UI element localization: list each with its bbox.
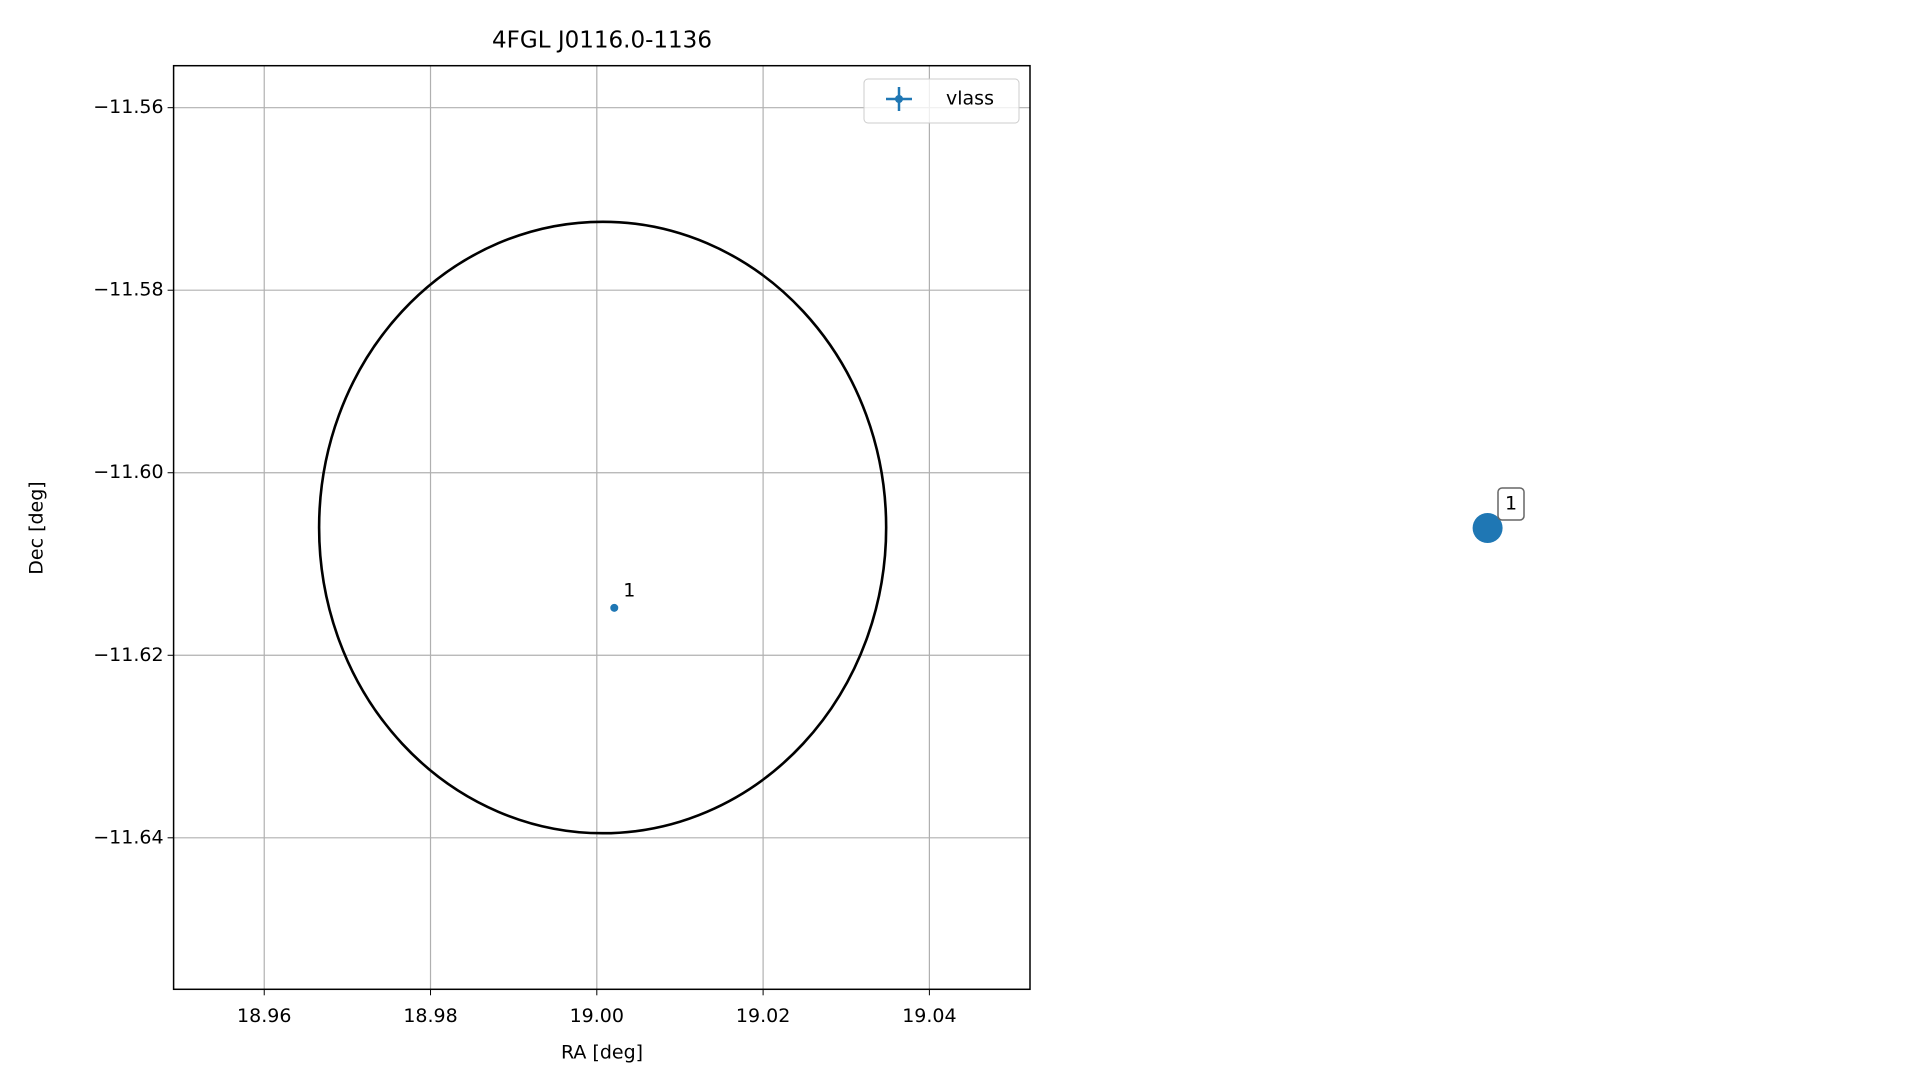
point-label: 1	[623, 579, 635, 601]
y-tick-label: −11.56	[93, 96, 163, 118]
plot-area: 1	[173, 65, 1030, 990]
y-tick-label: −11.62	[93, 644, 163, 666]
legend-marker	[895, 95, 903, 103]
axes-frame	[172, 64, 1031, 991]
x-tick-label: 18.98	[403, 1005, 457, 1027]
legend-box	[863, 78, 1020, 124]
chart-title: 4FGL J0116.0-1136	[492, 28, 712, 54]
legend: vlass	[863, 78, 1020, 124]
x-tick-label: 18.96	[237, 1005, 291, 1027]
y-tick-label: −11.64	[93, 826, 163, 848]
y-tick-label: −11.58	[93, 279, 163, 301]
label-box	[1497, 487, 1525, 521]
x-tick-label: 19.02	[736, 1005, 790, 1027]
x-tick-label: 19.00	[570, 1005, 624, 1027]
point-large	[1472, 513, 1503, 543]
error-circle	[317, 220, 888, 835]
y-axis-label: Dec [deg]	[26, 481, 48, 574]
x-tick-label: 19.04	[902, 1005, 956, 1027]
point-label: 1	[1505, 493, 1517, 515]
x-axis-label: RA [deg]	[561, 1042, 643, 1064]
point	[610, 603, 619, 612]
side-panel: 1	[1472, 487, 1525, 543]
legend-label: vlass	[946, 88, 994, 110]
y-tick-label: −11.60	[93, 461, 163, 483]
